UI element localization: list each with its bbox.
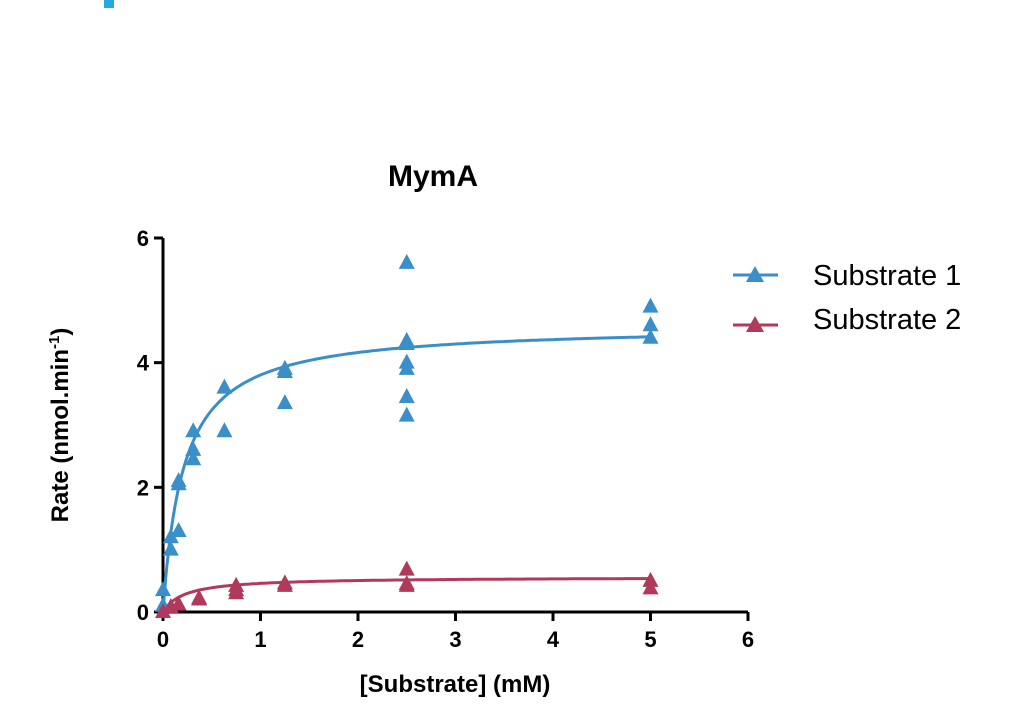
y-axis-label-sup: -1 [46,336,63,349]
data-point-series-1 [155,581,171,597]
data-point-series-1 [185,440,202,456]
x-tick-label: 3 [449,627,461,652]
data-point-series-2 [228,576,245,592]
ticks: 0 1 2 3 4 5 6 0 2 4 6 [137,226,754,652]
data-point-series-1 [162,528,179,544]
chart-title: MymA [388,160,478,193]
data-point-series-2 [398,560,415,576]
data-point-series-1 [276,359,293,375]
y-axis-label-main: Rate (nmol.min [47,349,74,522]
data-point-series-2 [170,595,187,611]
data-point-series-2 [191,589,208,605]
data-point-series-1 [398,331,415,347]
data-point-series-1 [162,540,179,556]
data-point-series-1 [170,521,187,537]
axes [161,238,748,614]
data-point-series-1 [170,472,187,488]
x-tick-label: 4 [547,627,560,652]
data-point-series-1 [398,387,415,403]
data-point-series-1 [276,394,293,410]
x-tick-label: 5 [644,627,656,652]
y-axis-label-close: ) [47,328,74,336]
data-point-series-1 [185,422,202,438]
data-point-series-2 [276,574,293,590]
data-point-series-1 [398,353,415,369]
data-point-series-1 [398,253,415,269]
corner-mark [104,0,114,8]
data-point-series-2 [642,571,659,587]
x-tick-label: 0 [157,627,169,652]
x-tick-label: 1 [254,627,266,652]
data-point-series-1 [216,378,233,394]
y-tick-label: 2 [137,475,149,500]
legend-label-substrate-1: Substrate 1 [813,260,961,292]
data-point-series-1 [642,316,659,332]
data-point-series-1 [642,297,659,313]
data-point-series-1 [216,422,233,438]
data-points [155,253,659,618]
x-axis-label: [Substrate] (mM) [360,671,551,698]
data-point-series-1 [398,406,415,422]
legend-marker-substrate-1 [746,266,764,282]
legend-label-substrate-2: Substrate 2 [813,304,961,336]
data-point-series-2 [398,574,415,590]
x-tick-label: 6 [742,627,754,652]
legend: Substrate 1 Substrate 2 [733,260,961,336]
legend-marker-substrate-2 [746,316,764,332]
y-tick-label: 0 [137,600,149,625]
data-point-series-1 [642,328,659,344]
x-tick-label: 2 [352,627,364,652]
data-point-series-1 [185,450,202,466]
y-tick-label: 6 [137,226,149,251]
y-axis-label: Rate (nmol.min-1) [46,328,74,523]
data-point-series-2 [155,603,171,618]
y-tick-label: 4 [137,351,150,376]
